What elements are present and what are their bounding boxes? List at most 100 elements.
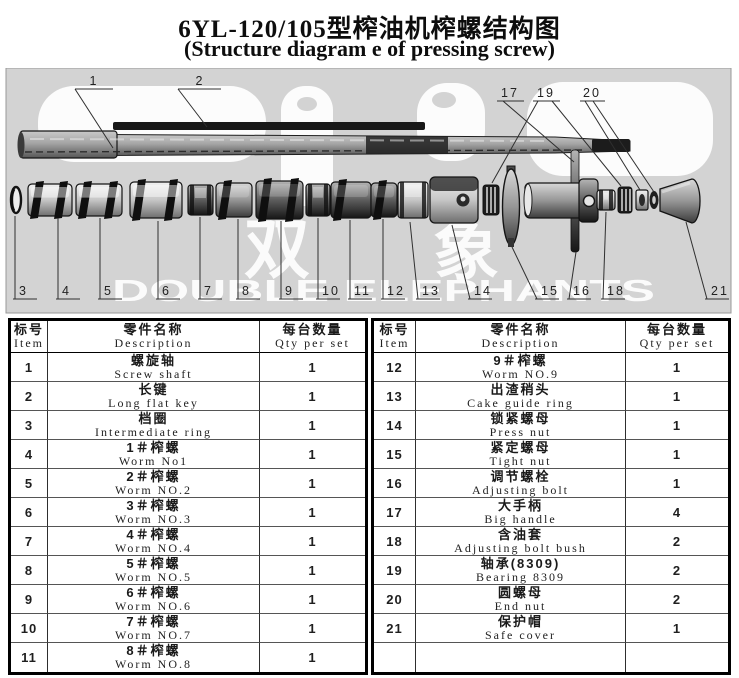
cell-text-cn: 圆螺母 bbox=[497, 585, 543, 600]
cell-number: 21 bbox=[386, 620, 403, 636]
cell-text-cn: 6＃榨螺 bbox=[126, 585, 181, 600]
cell-number: 1 bbox=[24, 359, 34, 375]
table-cell: 1 bbox=[626, 614, 728, 643]
cell-text-cn: 9＃榨螺 bbox=[493, 353, 548, 368]
table-cell: 1 bbox=[626, 440, 728, 469]
table-cell: 9 bbox=[11, 585, 48, 614]
screw-shaft bbox=[17, 130, 631, 159]
adjusting-bolt bbox=[523, 178, 599, 223]
table-cell: 14 bbox=[374, 411, 416, 440]
table-cell: 1 bbox=[260, 353, 365, 382]
callout-label: 4 bbox=[62, 284, 71, 298]
table-cell: 8 bbox=[11, 556, 48, 585]
worm-no2 bbox=[75, 181, 123, 219]
cell-number: 15 bbox=[386, 446, 403, 462]
cell-text-en: Item bbox=[379, 336, 410, 350]
table-cell: 1 bbox=[11, 353, 48, 382]
table-cell: 7 bbox=[11, 527, 48, 556]
table-cell: 17 bbox=[374, 498, 416, 527]
cell-number: 1 bbox=[308, 533, 317, 549]
parts-table-left: 标号 Item 零件名称 Description 每台数量 Qty per set 1 螺旋轴… bbox=[8, 318, 368, 675]
table-cell: 16 bbox=[374, 469, 416, 498]
callout-label: 6 bbox=[162, 284, 171, 298]
cell-number: 19 bbox=[386, 562, 403, 578]
cell-text-en: Adjusting bolt bush bbox=[454, 540, 587, 555]
table-cell: 2 bbox=[626, 556, 728, 585]
cell-text-en: Worm NO.4 bbox=[114, 540, 193, 555]
intermediate-ring bbox=[9, 185, 23, 215]
table-cell: 15 bbox=[374, 440, 416, 469]
cell-text-cn: 3＃榨螺 bbox=[126, 498, 181, 513]
callout-label: 7 bbox=[204, 284, 213, 298]
cell-text-cn: 紧定螺母 bbox=[490, 440, 551, 455]
table-cell: 保护帽 Safe cover bbox=[416, 614, 626, 643]
cell-number: 1 bbox=[308, 417, 317, 433]
cell-text-cn: 4＃榨螺 bbox=[126, 527, 181, 542]
callout-label: 15 bbox=[541, 284, 559, 298]
callout-label: 5 bbox=[104, 284, 113, 298]
cell-text-cn: 轴承(8309) bbox=[480, 556, 561, 571]
cell-number: 4 bbox=[672, 504, 682, 520]
page-title: 6YL-120/105型榨油机榨螺结构图 bbox=[178, 16, 561, 43]
cell-text-en: Worm NO.7 bbox=[114, 627, 193, 642]
table-header-cell: 标号 Item bbox=[11, 321, 48, 353]
table-cell: 1 bbox=[626, 353, 728, 382]
cell-text-en: Worm NO.5 bbox=[114, 569, 193, 584]
worm-no5 bbox=[215, 180, 253, 220]
cell-number: 2 bbox=[672, 533, 682, 549]
cell-number: 1 bbox=[672, 417, 682, 433]
cell-text-cn: 2＃榨螺 bbox=[126, 469, 181, 484]
cell-text-cn: 锁紧螺母 bbox=[490, 411, 551, 426]
cell-number: 9 bbox=[24, 591, 34, 607]
table-cell: 9＃榨螺 Worm NO.9 bbox=[416, 353, 626, 382]
table-cell: 4 bbox=[626, 498, 728, 527]
cell-number: 2 bbox=[672, 591, 682, 607]
cell-number: 20 bbox=[386, 591, 403, 607]
cell-number: 1 bbox=[308, 650, 317, 665]
cell-text-en: Tight nut bbox=[489, 453, 552, 468]
cell-text-cn: 7＃榨螺 bbox=[126, 614, 181, 629]
callout-label: 19 bbox=[537, 86, 555, 100]
cell-text-en: Qty per set bbox=[275, 336, 350, 350]
cell-number: 1 bbox=[308, 591, 317, 607]
cell-number: 8 bbox=[24, 562, 34, 578]
structure-diagram: 双 象 DOUBLE ELEPHANTS bbox=[5, 68, 732, 314]
callout-label: 16 bbox=[573, 284, 591, 298]
watermark-cjk-left: 双 bbox=[244, 212, 310, 286]
cell-text-cn: 零件名称 bbox=[490, 322, 551, 337]
cell-text-cn: 调节螺栓 bbox=[490, 469, 551, 484]
cell-text-en: Worm NO.6 bbox=[114, 598, 193, 613]
cell-text-en: Worm NO.9 bbox=[481, 366, 560, 381]
cell-text-cn: 8＃榨螺 bbox=[126, 643, 181, 658]
worm-no6 bbox=[255, 178, 304, 222]
table-header-cell: 每台数量 Qty per set bbox=[626, 321, 728, 353]
table-cell: 4 bbox=[11, 440, 48, 469]
worm-no8 bbox=[330, 179, 372, 221]
table-header-cell: 零件名称 Description bbox=[48, 321, 260, 353]
table-cell: 调节螺栓 Adjusting bolt bbox=[416, 469, 626, 498]
table-cell: 1＃榨螺 Worm No1 bbox=[48, 440, 260, 469]
table-cell: 圆螺母 End nut bbox=[416, 585, 626, 614]
end-nut-2 bbox=[649, 191, 659, 209]
callout-label: 17 bbox=[501, 86, 519, 100]
press-nut bbox=[429, 176, 479, 224]
cell-number: 1 bbox=[308, 388, 317, 404]
cell-number: 1 bbox=[672, 359, 682, 375]
bearing-8309-right bbox=[617, 186, 633, 214]
cell-text-en: Worm NO.8 bbox=[114, 657, 193, 671]
parts-tables: 标号 Item 零件名称 Description 每台数量 Qty per set 1 螺旋轴… bbox=[8, 318, 731, 675]
table-cell: 1 bbox=[626, 411, 728, 440]
cell-text-cn: 保护帽 bbox=[497, 614, 543, 629]
table-header-cell: 每台数量 Qty per set bbox=[260, 321, 365, 353]
table-header-cell: 标号 Item bbox=[374, 321, 416, 353]
cell-text-en: Press nut bbox=[489, 424, 552, 439]
table-cell: 20 bbox=[374, 585, 416, 614]
cell-number: 1 bbox=[672, 475, 682, 491]
table-cell: 长键 Long flat key bbox=[48, 382, 260, 411]
cell-text-cn: 含油套 bbox=[497, 527, 543, 542]
cell-number: 18 bbox=[386, 533, 403, 549]
table-cell bbox=[416, 643, 626, 672]
cell-text-en: End nut bbox=[494, 598, 547, 613]
cell-text-en: Worm No1 bbox=[118, 453, 189, 468]
table-cell: 1 bbox=[260, 585, 365, 614]
